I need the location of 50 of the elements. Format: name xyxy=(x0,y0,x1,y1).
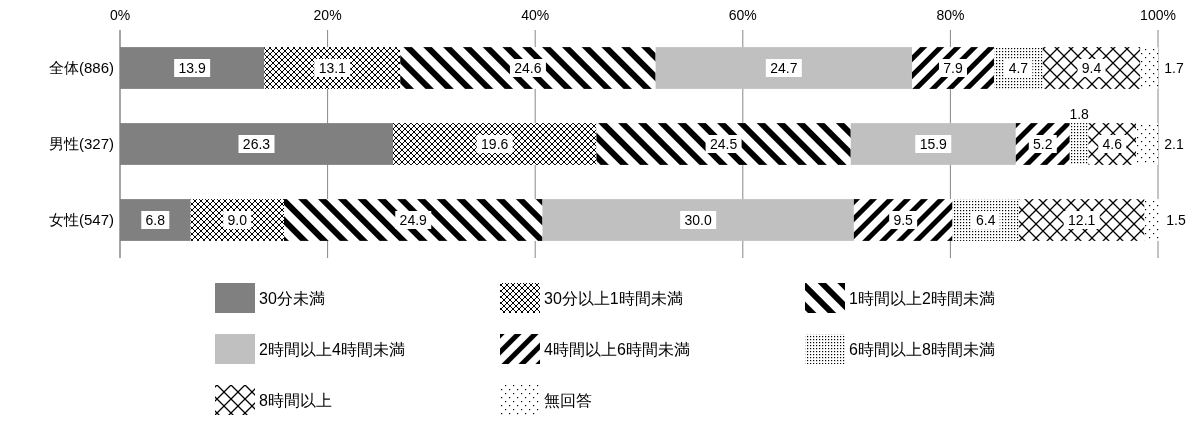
data-label: 6.8 xyxy=(145,212,166,228)
data-label: 30.0 xyxy=(684,212,712,228)
x-tick-label: 20% xyxy=(313,7,342,23)
data-label: 4.7 xyxy=(1008,60,1029,76)
legend-label: 2時間以上4時間未満 xyxy=(259,341,405,358)
legend-label: 30分未満 xyxy=(259,290,325,307)
y-tick-label: 全体(886) xyxy=(48,59,114,76)
bar xyxy=(850,123,1016,165)
data-label: 9.5 xyxy=(893,212,914,228)
x-tick-label: 80% xyxy=(936,7,965,23)
data-label: 5.2 xyxy=(1033,136,1053,152)
legend-label: 4時間以上6時間未満 xyxy=(544,341,690,358)
x-tick-label: 100% xyxy=(1140,7,1176,23)
data-label: 24.5 xyxy=(709,136,738,152)
data-label: 1.8 xyxy=(1069,106,1090,123)
data-label: 26.3 xyxy=(242,136,271,152)
data-label: 24.6 xyxy=(514,60,542,76)
data-label: 12.1 xyxy=(1068,212,1096,228)
data-label: 7.9 xyxy=(943,60,963,76)
data-label: 9.0 xyxy=(227,212,248,228)
data-label: 9.4 xyxy=(1081,60,1102,76)
data-label: 6.4 xyxy=(975,212,996,228)
y-tick-label: 女性(547) xyxy=(48,211,114,228)
bar xyxy=(655,47,912,89)
data-label: 13.9 xyxy=(178,60,206,76)
data-label: 2.1 xyxy=(1164,136,1184,152)
bar xyxy=(284,199,543,241)
legend-label: 1時間以上2時間未満 xyxy=(849,290,995,307)
legend-label: 8時間以上 xyxy=(259,392,332,409)
bar xyxy=(1069,123,1089,165)
bar xyxy=(264,47,401,89)
x-tick-label: 60% xyxy=(728,7,757,23)
legend-label: 6時間以上8時間未満 xyxy=(849,341,995,358)
legend-label: 30分以上1時間未満 xyxy=(544,290,683,307)
data-label: 19.6 xyxy=(481,136,509,152)
data-label: 1.5 xyxy=(1166,212,1187,228)
data-label: 24.9 xyxy=(399,212,428,228)
data-label: 1.7 xyxy=(1164,60,1184,76)
bar xyxy=(542,199,854,241)
data-label: 4.6 xyxy=(1102,136,1123,152)
data-label: 13.1 xyxy=(318,60,347,76)
y-tick-label: 男性(327) xyxy=(48,135,114,152)
bar xyxy=(392,123,597,165)
legend-label: 無回答 xyxy=(544,392,592,409)
x-tick-label: 40% xyxy=(521,7,550,23)
bar xyxy=(596,123,851,165)
bar xyxy=(400,47,656,89)
data-label: 15.9 xyxy=(919,136,948,152)
x-tick-label: 0% xyxy=(109,7,131,23)
data-label: 24.7 xyxy=(770,60,798,76)
